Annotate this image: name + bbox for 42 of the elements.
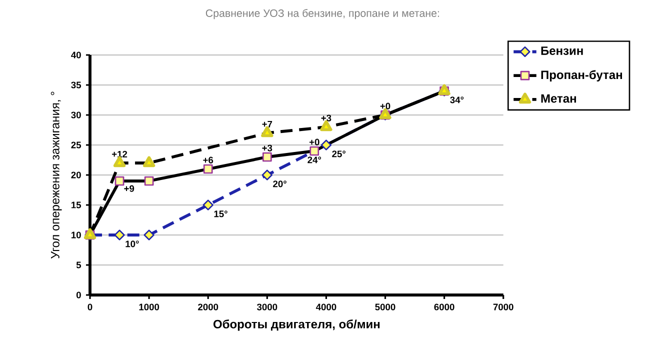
legend-label: Бензин — [541, 46, 583, 55]
x-tick-label: 4000 — [316, 304, 336, 310]
data-label: 25° — [332, 150, 346, 158]
data-label: 15° — [214, 210, 228, 218]
point — [114, 230, 125, 240]
x-tick-label: 7000 — [493, 304, 514, 310]
data-label: 10° — [126, 240, 139, 248]
chart-title: Сравнение УОЗ на бензине, пропане и метане: — [206, 9, 439, 20]
point — [262, 170, 272, 180]
y-tick-label: 0 — [76, 292, 81, 298]
y-tick-label: 40 — [71, 52, 81, 58]
legend-label: Метан — [541, 94, 576, 103]
x-tick-label: 3000 — [256, 304, 278, 310]
y-tick-label: 15 — [71, 202, 82, 208]
y-tick-label: 10 — [71, 232, 81, 238]
y-tick-label: 35 — [71, 82, 82, 88]
data-label: 20° — [273, 180, 286, 188]
annotation: +3 — [262, 144, 272, 152]
y-tick-label: 30 — [71, 112, 81, 118]
annotation: +12 — [112, 150, 128, 158]
annotation: +9 — [124, 185, 134, 192]
annotation: +0 — [380, 102, 390, 110]
annotation: +0 — [309, 138, 320, 146]
data-label: 34° — [450, 96, 464, 104]
annotation: +3 — [321, 114, 332, 122]
x-tick-label: 5000 — [375, 304, 396, 310]
y-tick-label: 20 — [71, 172, 81, 178]
annotation: 24° — [308, 156, 322, 164]
y-tick-label: 5 — [76, 262, 82, 268]
x-tick-label: 6000 — [434, 304, 454, 310]
annotation: +7 — [262, 120, 272, 128]
x-tick-label: 2000 — [198, 304, 218, 310]
x-tick-label: 1000 — [139, 304, 160, 310]
y-axis-title: Угол опережения зажигания, ° — [50, 92, 62, 259]
point — [202, 200, 214, 210]
legend-label: Пропан-бутан — [541, 70, 622, 82]
point — [144, 230, 154, 240]
y-tick-label: 25 — [71, 142, 82, 148]
annotation: +6 — [203, 156, 214, 164]
x-tick-label: 0 — [88, 304, 92, 310]
point — [320, 140, 332, 150]
x-axis-title: Обороты двигателя, об/мин — [213, 319, 380, 331]
